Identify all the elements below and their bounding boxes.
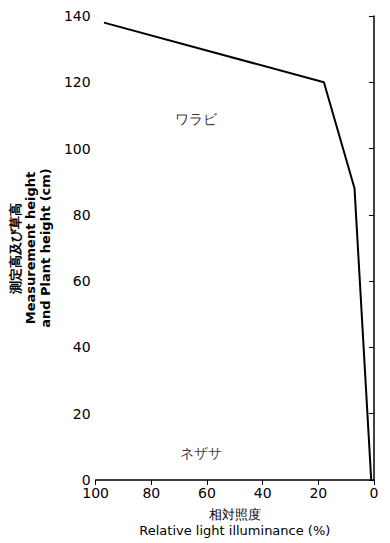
svg-text:Relative light illuminance (%): Relative light illuminance (%) — [139, 523, 330, 538]
svg-text:and Plant height (cm): and Plant height (cm) — [38, 168, 53, 328]
svg-text:Measurement height: Measurement height — [23, 172, 38, 324]
svg-text:0: 0 — [81, 472, 91, 488]
svg-text:120: 120 — [64, 74, 91, 90]
svg-text:100: 100 — [64, 141, 91, 157]
svg-text:0: 0 — [370, 485, 379, 501]
svg-text:測定高及び草高: 測定高及び草高 — [8, 203, 23, 295]
svg-text:140: 140 — [64, 8, 91, 24]
svg-text:20: 20 — [73, 406, 91, 422]
svg-text:100: 100 — [82, 485, 109, 501]
svg-text:ワラビ: ワラビ — [175, 111, 218, 127]
svg-text:80: 80 — [142, 485, 160, 501]
svg-text:20: 20 — [309, 485, 327, 501]
svg-text:相対照度: 相対照度 — [209, 507, 261, 522]
svg-text:80: 80 — [73, 207, 91, 223]
svg-text:60: 60 — [73, 273, 91, 289]
svg-text:40: 40 — [73, 339, 91, 355]
svg-text:ネザサ: ネザサ — [180, 445, 222, 461]
svg-text:40: 40 — [254, 485, 272, 501]
svg-text:60: 60 — [198, 485, 216, 501]
